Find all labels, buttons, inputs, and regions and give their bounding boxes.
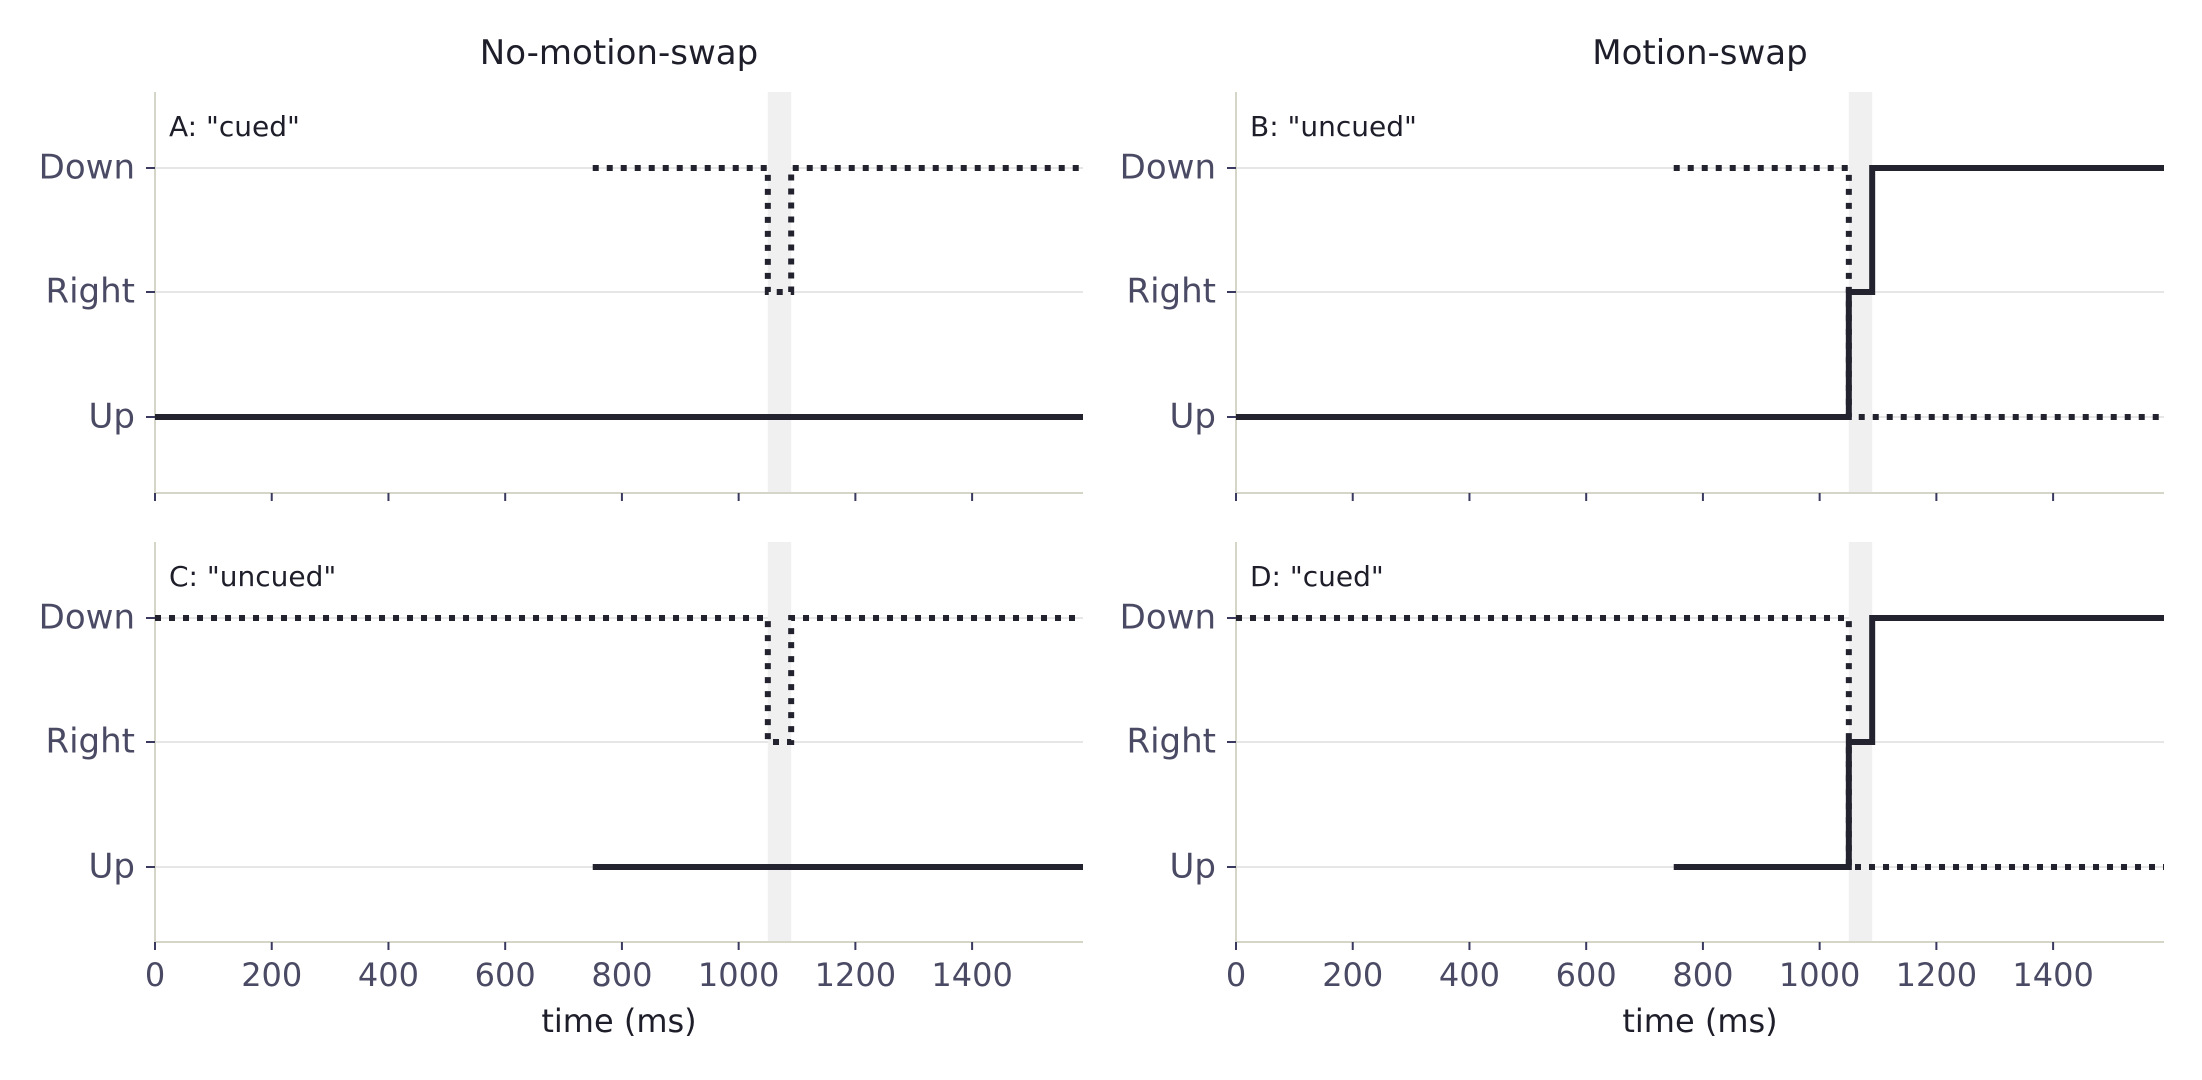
y-tick-label: Right [45,722,135,762]
x-tick-label: 0 [145,956,165,994]
y-tick-label: Up [89,847,135,887]
y-tick-label: Right [1126,272,1216,312]
x-tick-label: 200 [1322,956,1383,994]
panel-label: B: "uncued" [1250,110,1417,143]
y-tick-label: Down [1120,148,1216,188]
panel-a: No-motion-swap Up Right Down A: "cued" [39,33,1083,501]
y-tick-label: Right [1126,722,1216,762]
solid-series-line [1673,615,2164,870]
y-tick-label: Up [89,397,135,437]
x-tick-label: 800 [591,956,652,994]
x-tick-label: 200 [241,956,302,994]
panel-c: Up Right Down 0 200 400 600 800 1000 1200 1400 time… [39,542,1083,1040]
x-tick-label: 600 [1556,956,1617,994]
solid-series-line [1236,165,2164,420]
column-title: No-motion-swap [480,33,758,73]
y-tick-label: Down [39,598,135,638]
x-tick-label: 600 [475,956,536,994]
x-tick-label: 1000 [1779,956,1860,994]
x-tick-label: 400 [1439,956,1500,994]
x-axis-label: time (ms) [1622,1002,1777,1040]
x-tick-label: 1200 [1896,956,1977,994]
x-tick-label: 0 [1226,956,1246,994]
column-title: Motion-swap [1592,33,1807,73]
y-tick-label: Right [45,272,135,312]
y-tick-label: Up [1170,397,1216,437]
dotted-series-line [155,615,1083,745]
x-axis-label: time (ms) [541,1002,696,1040]
panel-label: C: "uncued" [169,560,336,593]
panel-label: D: "cued" [1250,560,1384,593]
x-tick-label: 1400 [931,956,1012,994]
x-tick-label: 1400 [2012,956,2093,994]
y-tick-label: Down [39,148,135,188]
dotted-series-line [592,165,1083,295]
shaded-interval [767,542,792,942]
panel-label: A: "cued" [169,110,300,143]
x-tick-label: 1200 [815,956,896,994]
y-tick-label: Up [1170,847,1216,887]
y-tick-label: Down [1120,598,1216,638]
panel-b: Motion-swap Up Right Down B: "uncued" [1120,33,2164,501]
panel-d: Up Right Down 0 200 400 600 800 1000 1200 1400 time… [1120,542,2164,1040]
x-tick-label: 1000 [698,956,779,994]
x-tick-label: 800 [1672,956,1733,994]
x-tick-label: 400 [358,956,419,994]
